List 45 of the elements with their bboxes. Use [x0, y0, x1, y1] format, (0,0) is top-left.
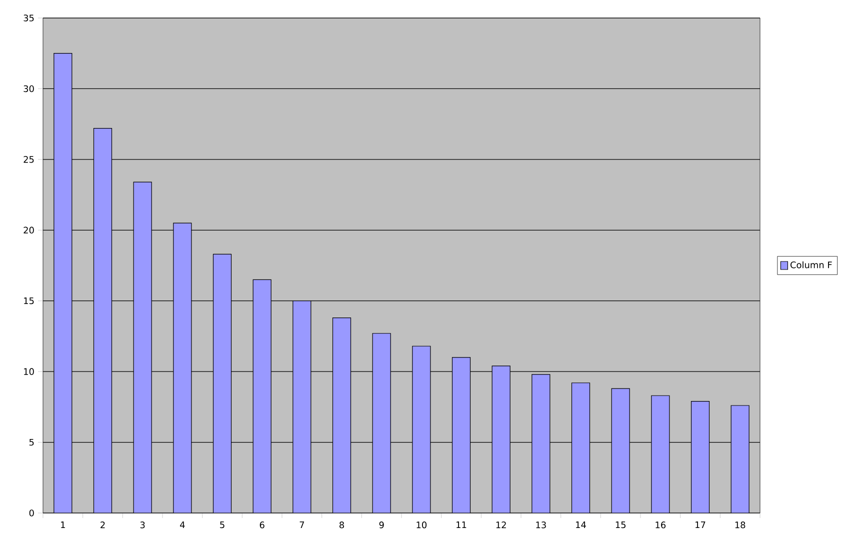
- x-tick-label: 11: [456, 522, 466, 528]
- bar: [571, 382, 590, 513]
- bar: [372, 333, 391, 513]
- y-tick-label: 25: [24, 156, 34, 163]
- x-tick-label: 16: [656, 522, 666, 528]
- x-tick-label: 4: [180, 522, 185, 528]
- bar: [730, 405, 750, 513]
- x-tick-label: 12: [496, 522, 506, 528]
- x-tick-label: 2: [100, 522, 105, 528]
- bar: [173, 222, 192, 513]
- x-tick-label: 10: [416, 522, 427, 528]
- y-tick-label: 35: [24, 14, 34, 22]
- x-tick-label: 3: [140, 522, 145, 528]
- y-tick-label: 30: [24, 85, 34, 92]
- bar: [292, 300, 312, 513]
- bar: [690, 400, 710, 513]
- bar: [133, 182, 152, 513]
- bar: [492, 366, 510, 513]
- bar: [212, 254, 232, 513]
- x-tick-label: 5: [220, 522, 224, 528]
- bar: [332, 318, 352, 513]
- y-tick-label: 5: [29, 438, 34, 446]
- y-tick-label: 10: [24, 368, 34, 375]
- x-tick-label: 1: [61, 522, 65, 528]
- bar: [93, 128, 112, 513]
- bar: [252, 279, 272, 513]
- x-tick-label: 17: [696, 522, 706, 528]
- bar: [651, 395, 670, 513]
- x-tick-label: 9: [379, 522, 384, 528]
- x-tick-label: 13: [536, 522, 546, 528]
- y-tick-label: 20: [24, 226, 34, 234]
- x-tick-label: 15: [616, 522, 626, 528]
- x-tick-label: 7: [300, 522, 304, 528]
- x-tick-label: 14: [576, 522, 586, 528]
- legend-label: Column F: [790, 261, 832, 268]
- x-tick-label: 8: [340, 522, 344, 528]
- bar: [54, 53, 72, 513]
- x-tick-label: 18: [735, 522, 746, 528]
- bar: [532, 374, 550, 513]
- bar: [611, 388, 630, 513]
- bar: [412, 346, 431, 513]
- bar: [452, 357, 471, 513]
- x-tick-label: 6: [260, 522, 264, 528]
- y-tick-label: 0: [29, 510, 34, 516]
- y-tick-label: 15: [24, 298, 34, 304]
